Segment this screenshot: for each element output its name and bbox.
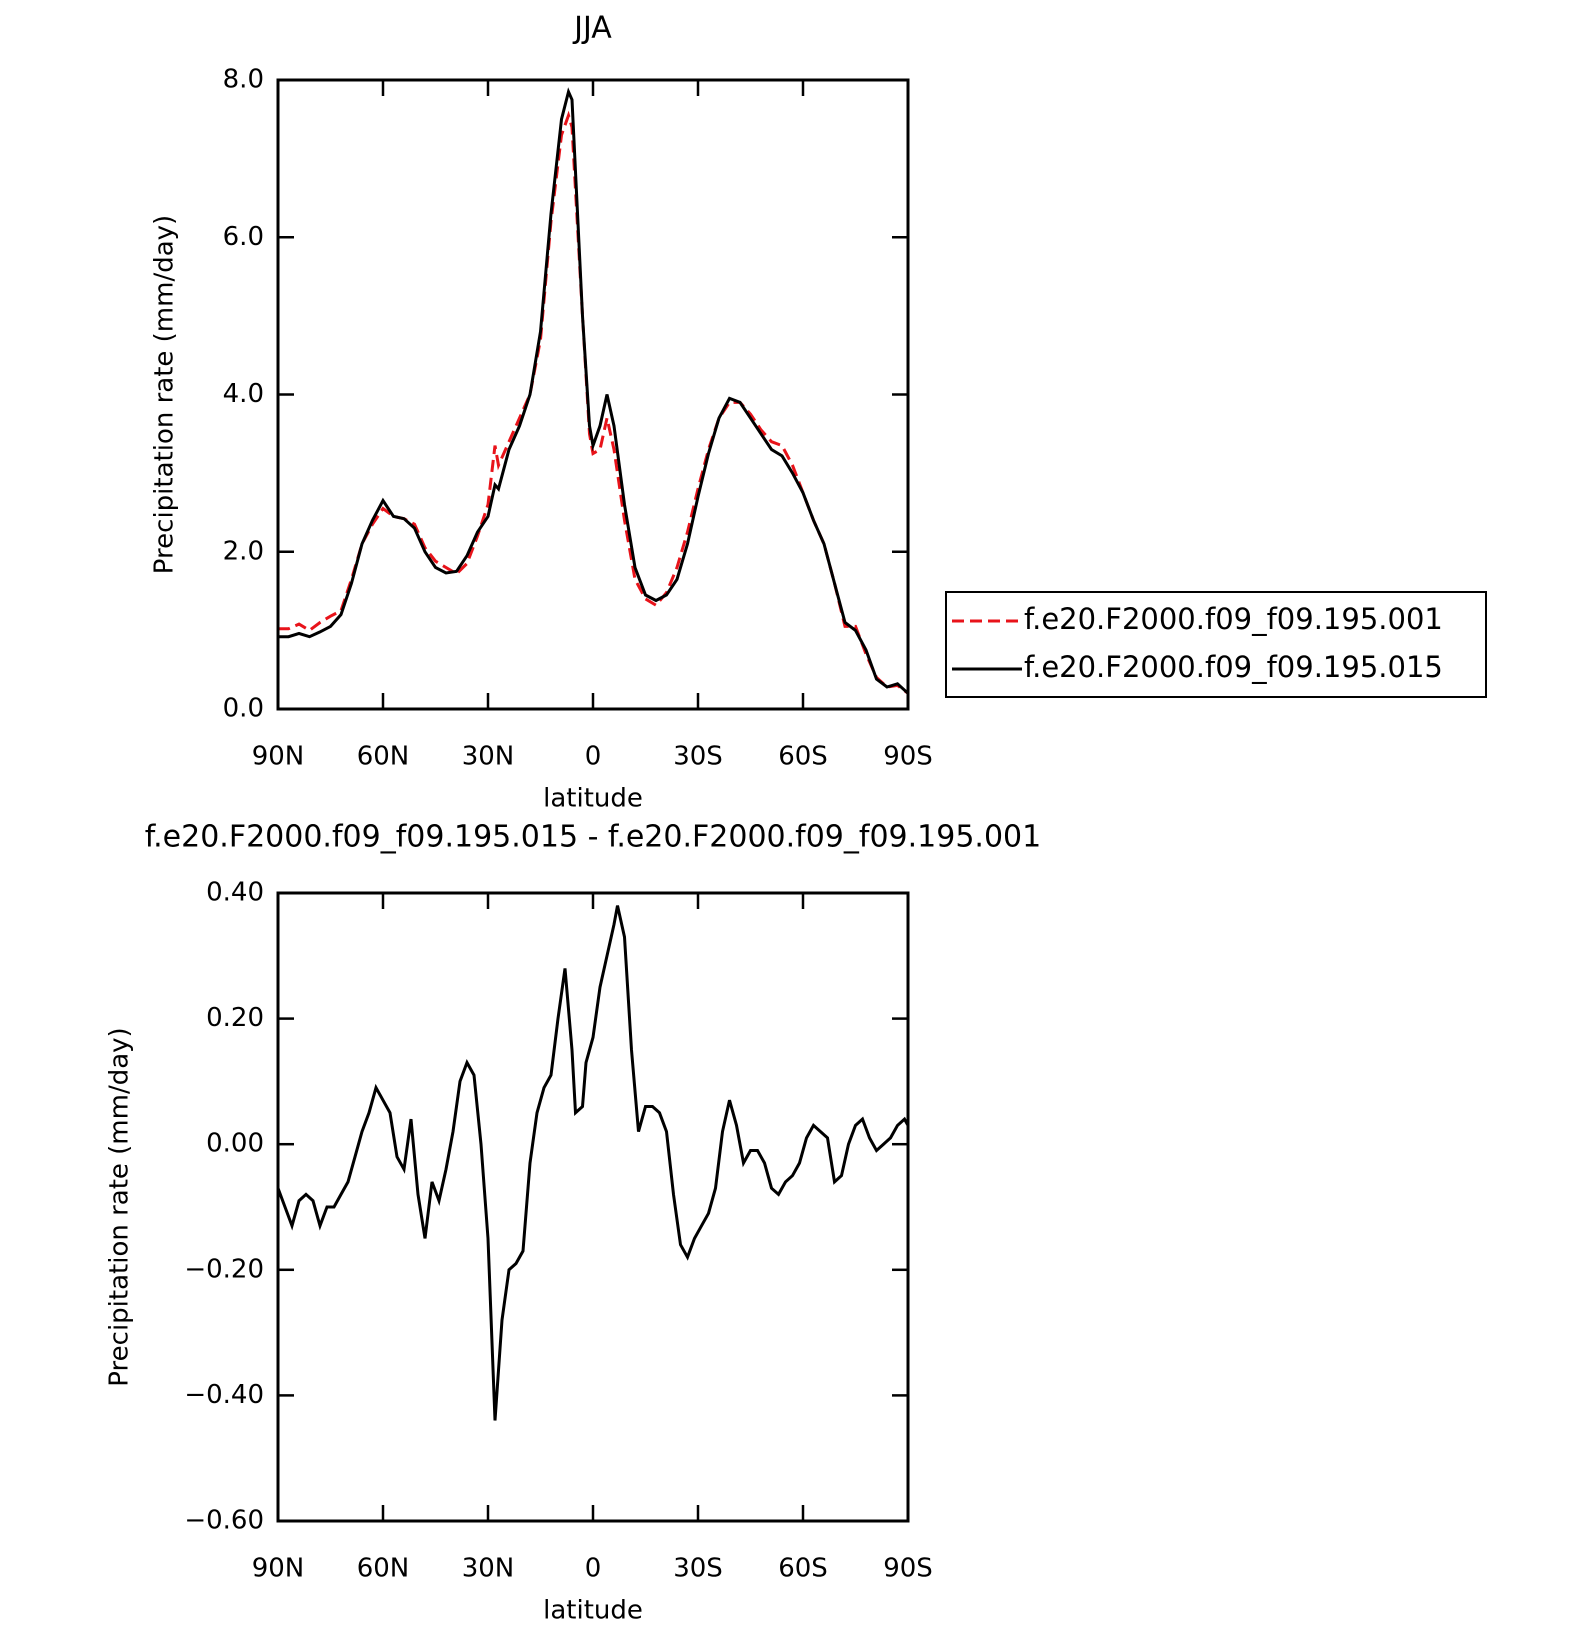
x-tick-label: 60N xyxy=(357,1554,410,1584)
x-tick-label: 30S xyxy=(673,742,723,772)
plot-frame xyxy=(276,891,910,1523)
data-line xyxy=(278,87,910,695)
y-tick-label: 6.0 xyxy=(223,222,264,252)
legend-label: f.e20.F2000.f09_f09.195.001 xyxy=(1024,602,1443,636)
x-tick-label: 30S xyxy=(673,1554,723,1584)
legend-label: f.e20.F2000.f09_f09.195.015 xyxy=(1024,650,1443,684)
legend-box xyxy=(945,591,1487,698)
y-tick-label: 4.0 xyxy=(223,379,264,409)
x-tick-label: 60N xyxy=(357,742,410,772)
chart-title: JJA xyxy=(572,11,612,46)
y-tick-label: −0.40 xyxy=(184,1380,264,1410)
chart-title: f.e20.F2000.f09_f09.195.015 - f.e20.F200… xyxy=(145,820,1041,855)
y-tick-label: −0.60 xyxy=(184,1506,264,1536)
y-tick-label: 0.20 xyxy=(206,1003,264,1033)
x-tick-label: 60S xyxy=(778,742,828,772)
x-tick-label: 0 xyxy=(585,1554,602,1584)
x-tick-label: 90S xyxy=(883,742,933,772)
x-tick-label: 0 xyxy=(585,742,602,772)
y-tick-label: 0.00 xyxy=(206,1129,264,1159)
y-tick-label: 2.0 xyxy=(223,536,264,566)
x-tick-label: 90S xyxy=(883,1554,933,1584)
x-tick-label: 30N xyxy=(462,742,515,772)
y-axis-label: Precipitation rate (mm/day) xyxy=(150,215,180,574)
x-axis-label: latitude xyxy=(543,784,643,814)
data-line xyxy=(278,110,909,695)
plot-frame xyxy=(276,78,910,711)
x-tick-label: 90N xyxy=(252,742,305,772)
y-tick-label: 8.0 xyxy=(223,65,264,95)
y-tick-label: 0.40 xyxy=(206,878,264,908)
y-axis-label: Precipitation rate (mm/day) xyxy=(105,1027,135,1386)
y-tick-label: −0.20 xyxy=(184,1254,264,1284)
x-axis-label: latitude xyxy=(543,1596,643,1626)
data-line xyxy=(276,905,910,1421)
x-tick-label: 60S xyxy=(778,1554,828,1584)
y-tick-label: 0.0 xyxy=(223,694,264,724)
x-tick-label: 90N xyxy=(252,1554,305,1584)
x-tick-label: 30N xyxy=(462,1554,515,1584)
